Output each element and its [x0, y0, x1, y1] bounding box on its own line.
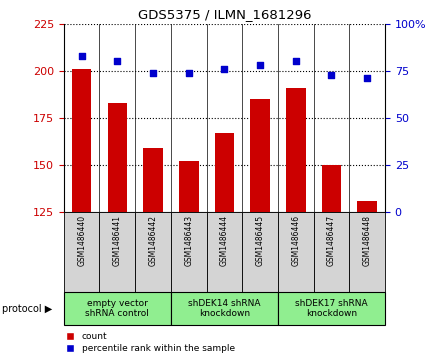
Bar [179, 162, 198, 212]
Text: GSM1486443: GSM1486443 [184, 215, 193, 266]
Bar [72, 69, 92, 212]
Bar [107, 103, 127, 212]
Text: GSM1486446: GSM1486446 [291, 215, 300, 266]
Point [221, 66, 228, 72]
Text: GSM1486448: GSM1486448 [363, 215, 372, 266]
Bar [278, 212, 314, 292]
Text: GSM1486447: GSM1486447 [327, 215, 336, 266]
Point [292, 58, 299, 64]
Bar [242, 212, 278, 292]
Bar [286, 88, 306, 212]
Bar [314, 212, 349, 292]
Point [363, 76, 370, 81]
Text: GSM1486442: GSM1486442 [149, 215, 158, 266]
Point [150, 70, 157, 76]
Text: empty vector
shRNA control: empty vector shRNA control [85, 299, 149, 318]
Point [328, 72, 335, 77]
Text: GSM1486440: GSM1486440 [77, 215, 86, 266]
Title: GDS5375 / ILMN_1681296: GDS5375 / ILMN_1681296 [138, 8, 311, 21]
Bar [99, 212, 135, 292]
Text: shDEK14 shRNA
knockdown: shDEK14 shRNA knockdown [188, 299, 260, 318]
Text: shDEK17 shRNA
knockdown: shDEK17 shRNA knockdown [295, 299, 368, 318]
Point [78, 53, 85, 58]
Bar [135, 212, 171, 292]
Bar [349, 212, 385, 292]
Point [114, 58, 121, 64]
Text: GSM1486445: GSM1486445 [256, 215, 264, 266]
Bar [171, 292, 278, 325]
Bar [250, 99, 270, 212]
Bar [64, 212, 99, 292]
Bar [357, 201, 377, 212]
Bar [64, 292, 171, 325]
Bar [322, 165, 341, 212]
Bar [171, 212, 206, 292]
Text: protocol ▶: protocol ▶ [2, 303, 52, 314]
Text: GSM1486441: GSM1486441 [113, 215, 122, 266]
Bar [206, 212, 242, 292]
Point [185, 70, 192, 76]
Point [257, 62, 264, 68]
Text: GSM1486444: GSM1486444 [220, 215, 229, 266]
Bar [278, 292, 385, 325]
Bar [215, 133, 234, 212]
Bar [143, 148, 163, 212]
Legend: count, percentile rank within the sample: count, percentile rank within the sample [57, 329, 238, 357]
